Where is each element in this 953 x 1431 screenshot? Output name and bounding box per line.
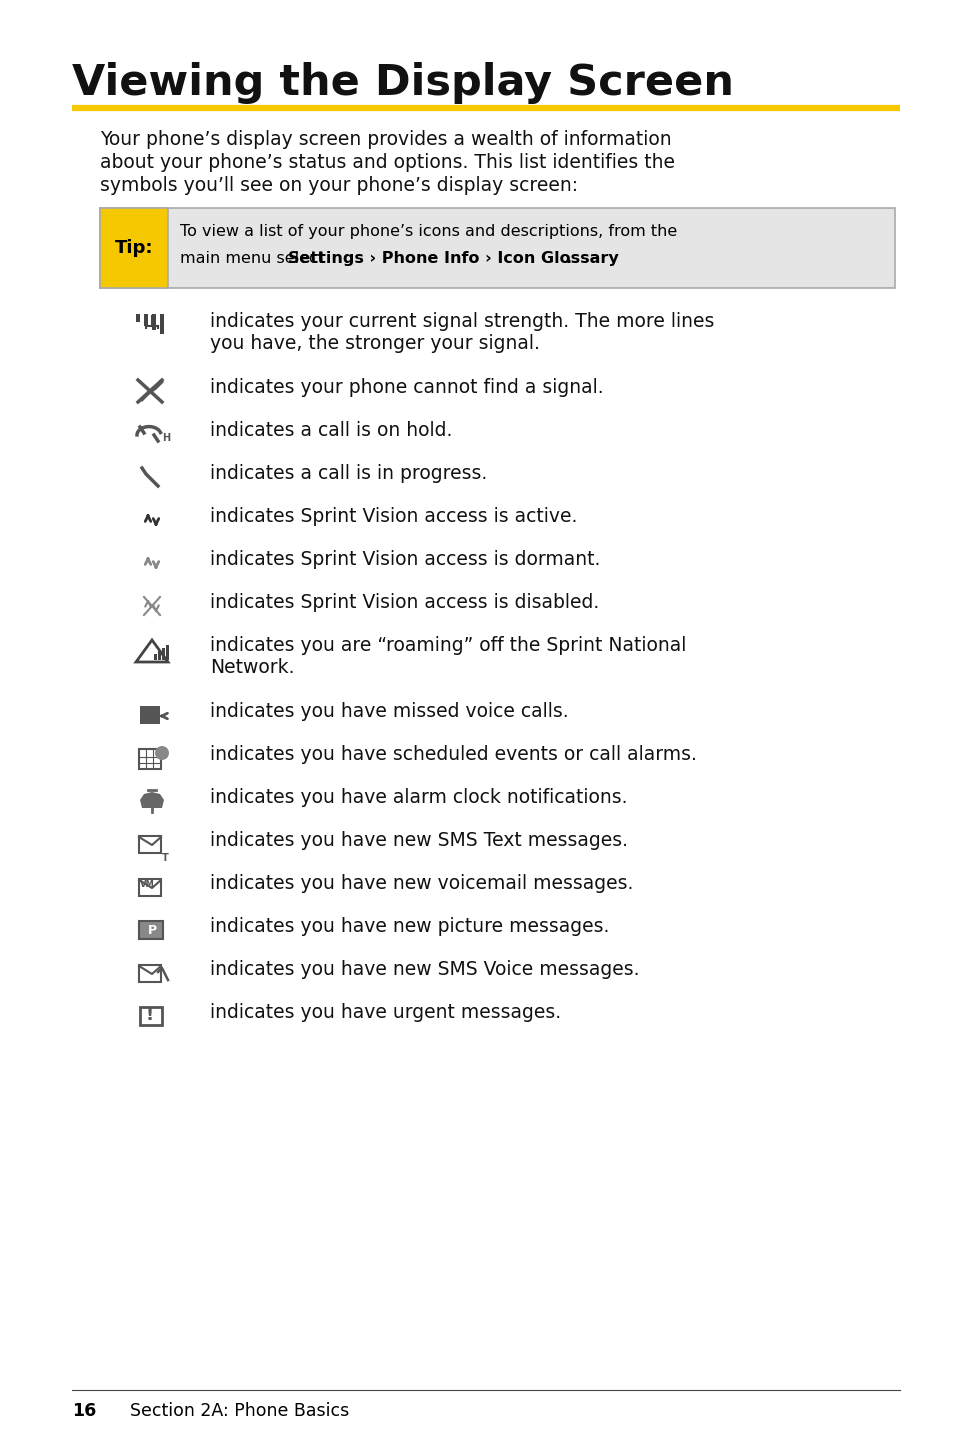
Bar xyxy=(160,313,164,333)
Text: indicates you have alarm clock notifications.: indicates you have alarm clock notificat… xyxy=(210,788,627,807)
Text: Settings › Phone Info › Icon Glossary: Settings › Phone Info › Icon Glossary xyxy=(288,250,618,266)
Text: Viewing the Display Screen: Viewing the Display Screen xyxy=(71,62,733,104)
Text: symbols you’ll see on your phone’s display screen:: symbols you’ll see on your phone’s displ… xyxy=(100,176,578,195)
Text: indicates Sprint Vision access is active.: indicates Sprint Vision access is active… xyxy=(210,507,577,527)
Text: indicates Sprint Vision access is dormant.: indicates Sprint Vision access is dorman… xyxy=(210,550,599,570)
Text: P: P xyxy=(148,923,157,936)
Text: indicates you have new picture messages.: indicates you have new picture messages. xyxy=(210,917,609,936)
Text: indicates you are “roaming” off the Sprint National
Network.: indicates you are “roaming” off the Spri… xyxy=(210,635,685,677)
Circle shape xyxy=(154,746,169,760)
Text: about your phone’s status and options. This list identifies the: about your phone’s status and options. T… xyxy=(100,153,675,172)
Text: indicates you have new voicemail messages.: indicates you have new voicemail message… xyxy=(210,874,633,893)
Text: indicates you have new SMS Text messages.: indicates you have new SMS Text messages… xyxy=(210,831,627,850)
Bar xyxy=(139,922,163,939)
Bar xyxy=(100,207,168,288)
Text: indicates a call is on hold.: indicates a call is on hold. xyxy=(210,421,452,439)
Text: indicates you have missed voice calls.: indicates you have missed voice calls. xyxy=(210,703,568,721)
Bar xyxy=(100,207,894,288)
Bar xyxy=(139,748,161,768)
Text: H: H xyxy=(162,434,170,444)
Bar xyxy=(153,654,157,660)
Bar xyxy=(140,705,160,724)
Bar xyxy=(162,648,165,660)
Text: VM: VM xyxy=(140,880,154,889)
Text: .: . xyxy=(565,250,571,266)
Text: indicates a call is in progress.: indicates a call is in progress. xyxy=(210,464,487,484)
Bar xyxy=(139,964,161,982)
Text: Section 2A: Phone Basics: Section 2A: Phone Basics xyxy=(130,1402,349,1420)
Text: indicates you have new SMS Voice messages.: indicates you have new SMS Voice message… xyxy=(210,960,639,979)
Bar xyxy=(136,313,140,322)
Text: !: ! xyxy=(146,1006,153,1025)
Text: main menu select: main menu select xyxy=(180,250,329,266)
Text: Tip:: Tip: xyxy=(114,239,153,258)
Text: Your phone’s display screen provides a wealth of information: Your phone’s display screen provides a w… xyxy=(100,130,671,149)
Text: indicates you have scheduled events or call alarms.: indicates you have scheduled events or c… xyxy=(210,746,696,764)
Text: indicates your phone cannot find a signal.: indicates your phone cannot find a signa… xyxy=(210,378,603,396)
Bar xyxy=(152,313,156,331)
Text: 16: 16 xyxy=(71,1402,96,1420)
Bar xyxy=(158,651,161,660)
Bar xyxy=(144,313,148,326)
Text: indicates your current signal strength. The more lines
you have, the stronger yo: indicates your current signal strength. … xyxy=(210,312,714,353)
Text: indicates Sprint Vision access is disabled.: indicates Sprint Vision access is disabl… xyxy=(210,592,598,612)
Bar xyxy=(139,879,161,896)
Polygon shape xyxy=(140,791,164,809)
Text: indicates you have urgent messages.: indicates you have urgent messages. xyxy=(210,1003,560,1022)
Bar xyxy=(140,1007,162,1025)
Bar xyxy=(166,645,169,660)
Text: To view a list of your phone’s icons and descriptions, from the: To view a list of your phone’s icons and… xyxy=(180,225,677,239)
Bar xyxy=(139,836,161,853)
Text: T: T xyxy=(162,853,169,863)
